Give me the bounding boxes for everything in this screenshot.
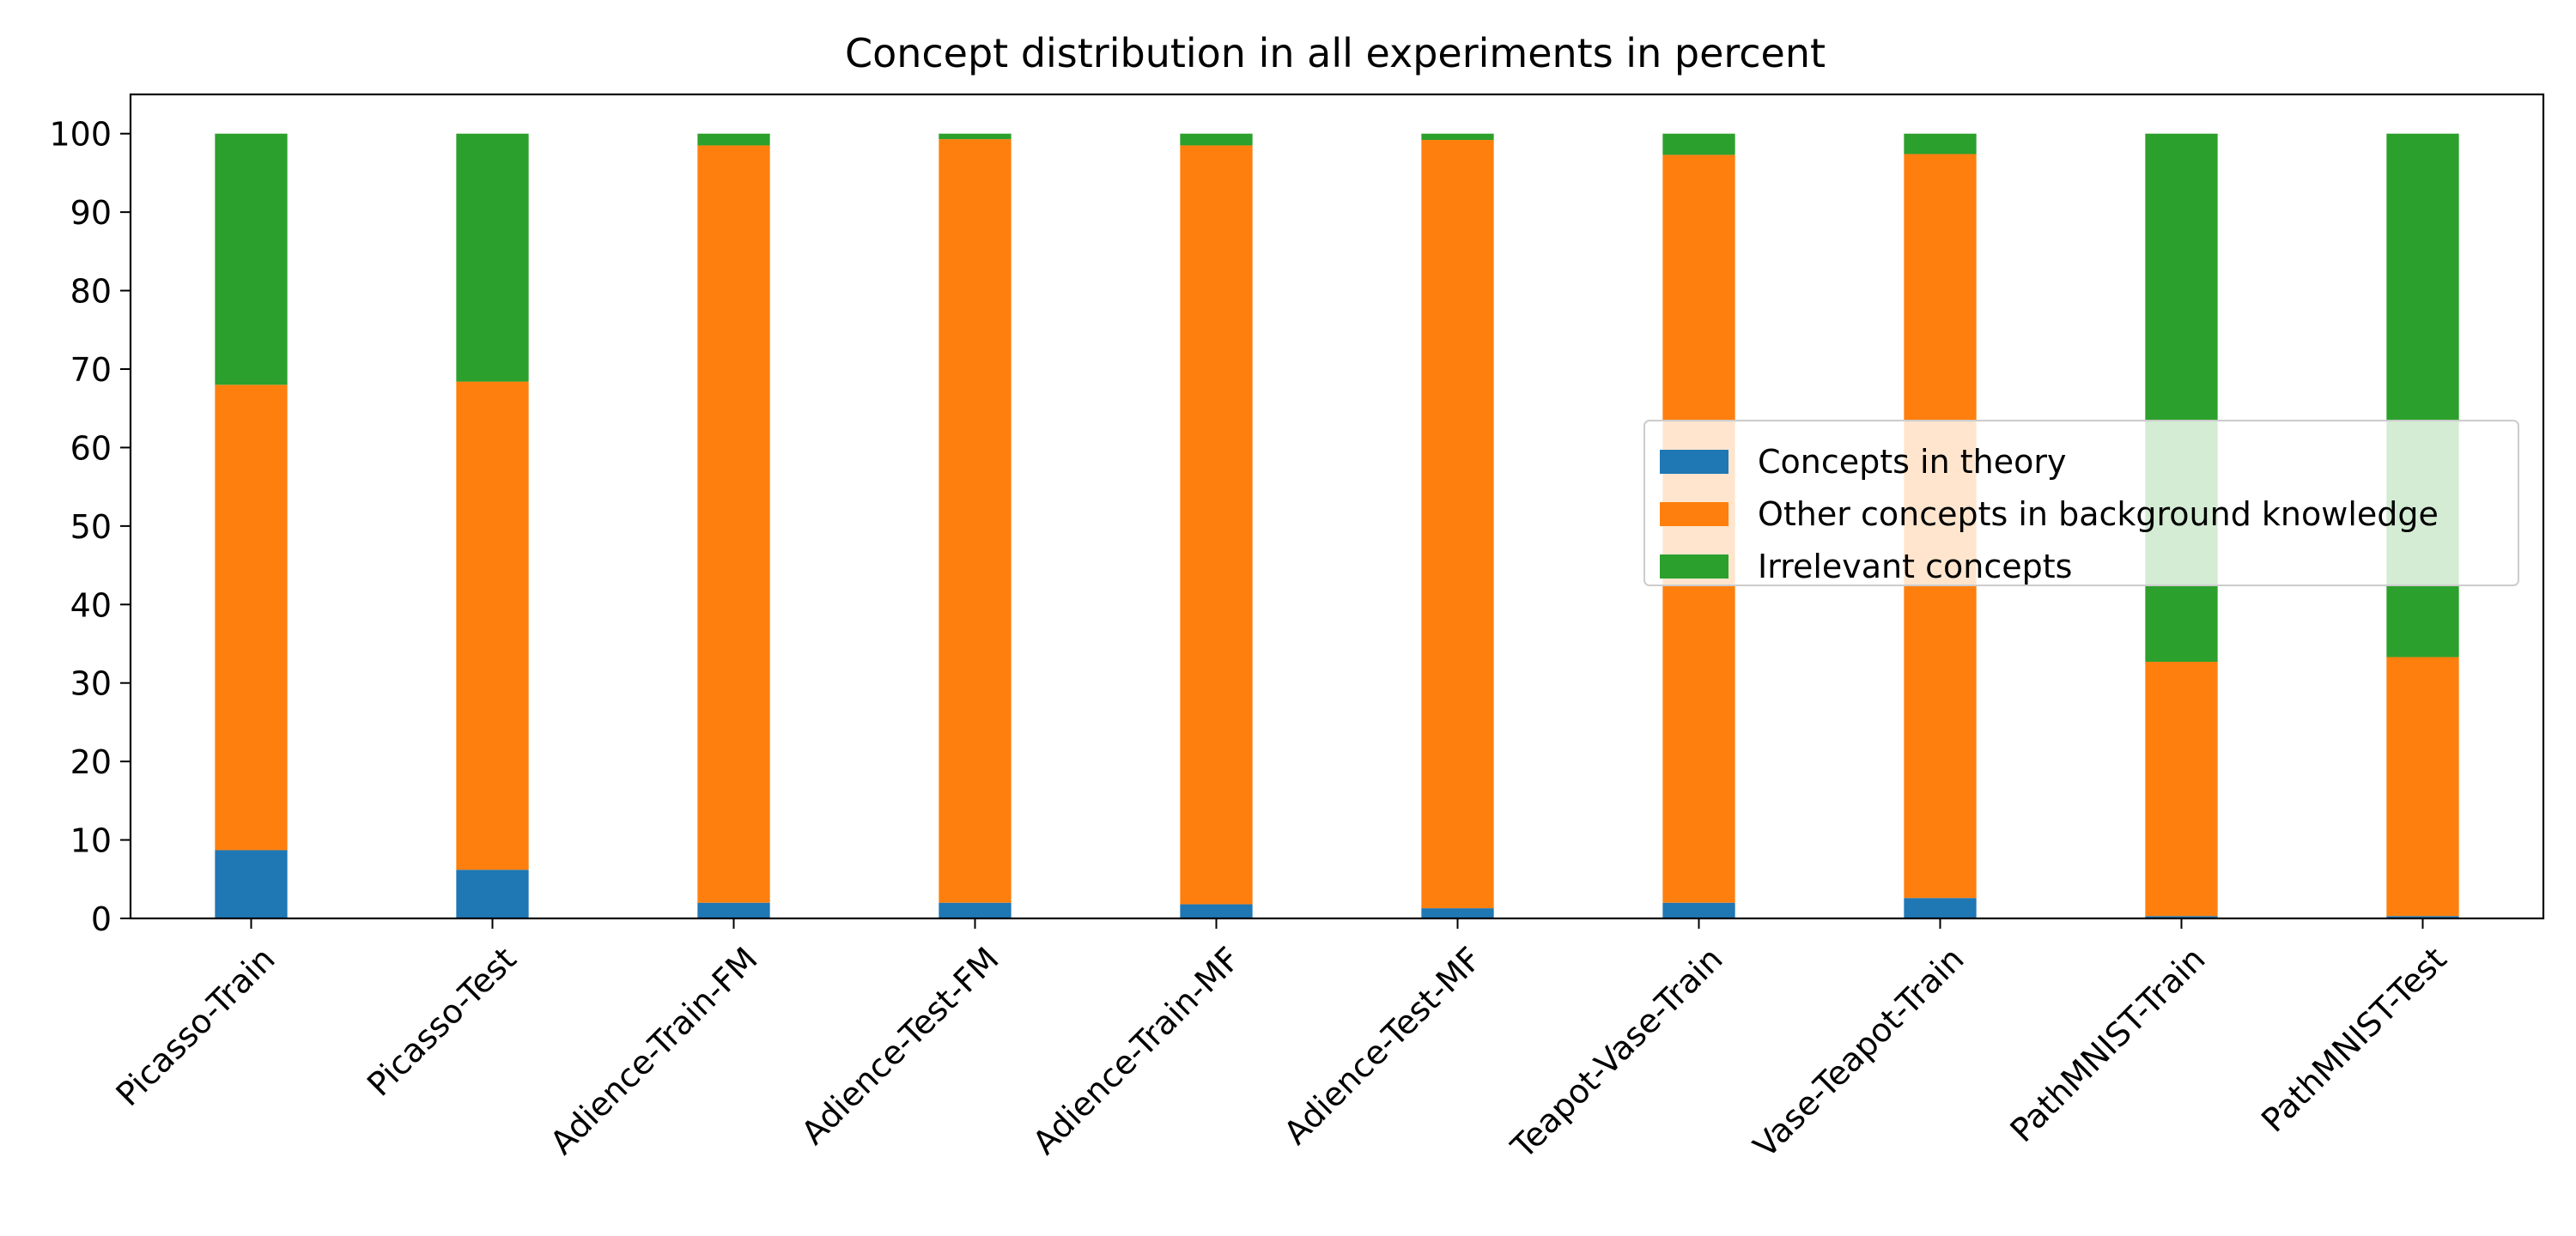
x-tick-label: Picasso-Test — [360, 940, 524, 1104]
bar-pathmnist-test-series-1 — [2386, 657, 2459, 917]
y-tick-label: 60 — [70, 429, 112, 467]
y-tick-label: 70 — [70, 351, 112, 389]
bar-picasso-train-series-1 — [215, 385, 288, 851]
bar-adience-test-mf-series-2 — [1421, 133, 1494, 141]
bars-group — [215, 133, 2459, 918]
y-tick-label: 100 — [49, 116, 112, 154]
legend-label-1: Other concepts in background knowledge — [1758, 495, 2439, 533]
bar-picasso-test-series-1 — [456, 381, 529, 870]
bar-adience-train-mf-series-1 — [1180, 145, 1253, 905]
y-tick-label: 10 — [70, 822, 112, 860]
bar-picasso-train-series-0 — [215, 850, 288, 918]
bar-pathmnist-train-series-1 — [2145, 662, 2218, 917]
x-tick-label: Vase-Teapot-Train — [1746, 940, 1971, 1165]
bar-teapot-vase-train-series-0 — [1662, 902, 1735, 918]
x-tick-label: Picasso-Train — [109, 940, 283, 1113]
x-tick-label: Adience-Train-MF — [1025, 940, 1247, 1161]
bar-adience-test-mf-series-1 — [1421, 140, 1494, 909]
legend-swatch-2 — [1660, 554, 1728, 579]
x-tick-label: Adience-Test-MF — [1277, 940, 1489, 1152]
x-tick-label: Adience-Train-FM — [543, 940, 764, 1161]
bar-adience-test-fm-series-0 — [939, 902, 1012, 918]
legend: Concepts in theory Other concepts in back… — [1643, 420, 2519, 586]
y-tick-label: 20 — [70, 743, 112, 781]
legend-label-2: Irrelevant concepts — [1758, 548, 2072, 585]
bar-adience-train-fm-series-0 — [697, 902, 770, 918]
bar-adience-train-fm-series-1 — [697, 145, 770, 903]
x-tick-label: Teapot-Vase-Train — [1504, 940, 1730, 1166]
bar-teapot-vase-train-series-2 — [1662, 133, 1735, 155]
y-tick-label: 50 — [70, 508, 112, 546]
bar-adience-train-mf-series-2 — [1180, 133, 1253, 146]
bar-adience-train-fm-series-2 — [697, 133, 770, 146]
legend-label-0: Concepts in theory — [1758, 443, 2066, 481]
y-tick-label: 30 — [70, 665, 112, 703]
x-tick-label: PathMNIST-Train — [2003, 940, 2213, 1149]
bar-adience-test-mf-series-0 — [1421, 908, 1494, 918]
x-tick-label: Adience-Test-FM — [794, 940, 1006, 1152]
bar-picasso-test-series-2 — [456, 133, 529, 382]
legend-box — [1643, 420, 2519, 586]
y-tick-label: 90 — [70, 194, 112, 232]
bar-picasso-train-series-2 — [215, 133, 288, 385]
chart-title: Concept distribution in all experiments … — [845, 30, 1826, 76]
y-tick-label: 0 — [91, 900, 112, 938]
bar-adience-test-fm-series-2 — [939, 133, 1012, 140]
y-tick-label: 40 — [70, 586, 112, 624]
bar-vase-teapot-train-series-0 — [1904, 898, 1977, 918]
bar-pathmnist-train-series-0 — [2145, 916, 2218, 918]
bar-pathmnist-test-series-0 — [2386, 916, 2459, 918]
bar-picasso-test-series-0 — [456, 869, 529, 918]
legend-swatch-1 — [1660, 502, 1728, 526]
bar-adience-test-fm-series-1 — [939, 139, 1012, 903]
bar-adience-train-mf-series-0 — [1180, 904, 1253, 918]
bar-vase-teapot-train-series-2 — [1904, 133, 1977, 154]
plot-frame — [129, 93, 2545, 920]
y-tick-label: 80 — [70, 273, 112, 311]
x-tick-label: PathMNIST-Test — [2254, 940, 2453, 1139]
legend-swatch-0 — [1660, 450, 1728, 474]
